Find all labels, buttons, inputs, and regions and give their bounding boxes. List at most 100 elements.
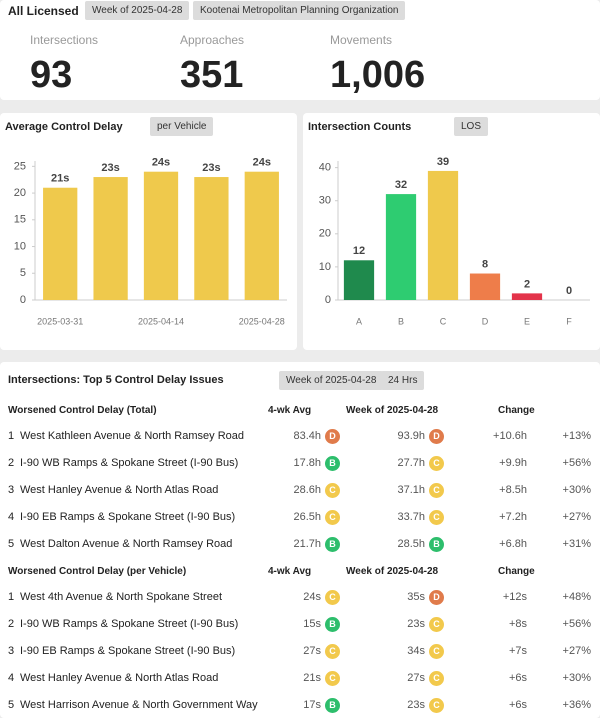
los-badge: B — [325, 456, 340, 471]
bar — [385, 194, 417, 300]
y-tick-label: 10 — [14, 240, 26, 252]
y-tick-label: 0 — [20, 294, 26, 306]
chip[interactable]: Kootenai Metropolitan Planning Organizat… — [193, 1, 406, 20]
column-header: 4-wk Avg — [268, 405, 312, 416]
intersection-name[interactable]: West Hanley Avenue & North Atlas Road — [20, 672, 219, 684]
chart-title: Intersection Counts — [308, 121, 412, 133]
avg-value: 24s — [303, 591, 321, 603]
chip[interactable]: 24 Hrs — [381, 371, 425, 390]
y-tick-label: 5 — [20, 267, 26, 279]
intersection-name[interactable]: I-90 WB Ramps & Spokane Street (I-90 Bus… — [20, 457, 239, 469]
summary-card: All Licensed Week of 2025-04-28 Kootenai… — [0, 0, 600, 100]
rank: 4 — [8, 511, 15, 523]
kpi-value: 1,006 — [330, 54, 426, 96]
change-value: +8s — [508, 618, 527, 630]
rank: 2 — [8, 618, 15, 630]
intersection-name[interactable]: West 4th Avenue & North Spokane Street — [20, 591, 222, 603]
week-value: 93.9h — [397, 430, 425, 442]
los-badge: D — [429, 590, 444, 605]
intersection-name[interactable]: I-90 EB Ramps & Spokane Street (I-90 Bus… — [20, 511, 236, 523]
rank: 5 — [8, 538, 15, 550]
week-value: 23s — [407, 618, 425, 630]
kpi-label: Movements — [330, 33, 393, 47]
intersection-name[interactable]: West Hanley Avenue & North Atlas Road — [20, 484, 219, 496]
intersection-name[interactable]: I-90 EB Ramps & Spokane Street (I-90 Bus… — [20, 645, 236, 657]
los-badge: C — [429, 671, 444, 686]
y-tick-label: 20 — [14, 187, 26, 199]
change-pct: +30% — [562, 672, 591, 684]
week-value: 28.5h — [397, 538, 425, 550]
avg-value: 28.6h — [293, 484, 321, 496]
los-badge: C — [325, 644, 340, 659]
chip[interactable]: Week of 2025-04-28 — [85, 1, 190, 20]
los-badge: C — [429, 483, 444, 498]
value-label: 0 — [566, 285, 572, 297]
week-value: 23s — [407, 699, 425, 711]
value-label: 24s — [152, 157, 170, 169]
intersection-name[interactable]: West Kathleen Avenue & North Ramsey Road — [20, 430, 244, 442]
week-value: 33.7h — [397, 511, 425, 523]
los-badge: C — [325, 590, 340, 605]
change-value: +6s — [508, 672, 527, 684]
column-header: Change — [498, 566, 535, 577]
los-badge: B — [325, 617, 340, 632]
x-tick-label: 2025-03-31 — [37, 316, 83, 326]
value-label: 12 — [353, 245, 365, 257]
change-pct: +13% — [562, 430, 591, 442]
x-tick-label: F — [566, 316, 572, 326]
rank: 3 — [8, 645, 15, 657]
intersection-name[interactable]: West Dalton Avenue & North Ramsey Road — [20, 538, 233, 550]
value-label: 24s — [253, 157, 271, 169]
kpi-label: Intersections — [30, 33, 99, 47]
change-pct: +27% — [562, 511, 591, 523]
change-value: +7s — [508, 645, 527, 657]
avg-value: 17.8h — [293, 457, 321, 469]
kpi-value: 93 — [30, 54, 73, 96]
chart-button[interactable]: per Vehicle — [150, 117, 214, 136]
chart: 0 5 10 15 20 25 2025-03-31 21s 23s 2025-04-14 24s 2… — [14, 157, 287, 326]
rank: 5 — [8, 699, 15, 711]
bar — [469, 273, 501, 300]
section-title: Worsened Control Delay (per Vehicle) — [8, 566, 187, 577]
change-pct: +27% — [562, 645, 591, 657]
intersection-name[interactable]: I-90 WB Ramps & Spokane Street (I-90 Bus… — [20, 618, 239, 630]
los-badge: B — [325, 698, 340, 713]
kpi-label: Approaches — [180, 33, 245, 47]
y-tick-label: 20 — [319, 228, 331, 240]
column-header: Change — [498, 405, 535, 416]
rank: 4 — [8, 672, 15, 684]
chart-title: Average Control Delay — [5, 121, 123, 133]
chart-button[interactable]: LOS — [454, 117, 489, 136]
bar — [427, 170, 459, 300]
bar — [143, 171, 179, 300]
chip[interactable]: Week of 2025-04-28 — [279, 371, 384, 390]
los-badge: C — [429, 456, 444, 471]
change-value: +6s — [508, 699, 527, 711]
change-value: +12s — [502, 591, 527, 603]
avg-value: 15s — [303, 618, 321, 630]
intersection-name[interactable]: West Harrison Avenue & North Government … — [20, 699, 258, 711]
column-header: 4-wk Avg — [268, 566, 312, 577]
los-badge: C — [429, 644, 444, 659]
los-badge: B — [429, 537, 444, 552]
x-tick-label: A — [356, 316, 362, 326]
los-badge: C — [429, 510, 444, 525]
x-tick-label: B — [398, 316, 404, 326]
avg-value: 17s — [303, 699, 321, 711]
y-tick-label: 10 — [319, 261, 331, 273]
y-tick-label: 15 — [14, 214, 26, 226]
rank: 3 — [8, 484, 15, 496]
bar — [343, 260, 375, 300]
avg-value: 27s — [303, 645, 321, 657]
table-card: Intersections: Top 5 Control Delay Issue… — [0, 362, 600, 718]
value-label: 23s — [202, 162, 220, 174]
avg-value: 26.5h — [293, 511, 321, 523]
x-tick-label: C — [440, 316, 447, 326]
column-header: Week of 2025-04-28 — [346, 566, 439, 577]
los-badge: B — [325, 537, 340, 552]
value-label: 2 — [524, 278, 530, 290]
week-value: 37.1h — [397, 484, 425, 496]
avg-value: 21s — [303, 672, 321, 684]
x-tick-label: E — [524, 316, 530, 326]
change-value: +6.8h — [499, 538, 527, 550]
